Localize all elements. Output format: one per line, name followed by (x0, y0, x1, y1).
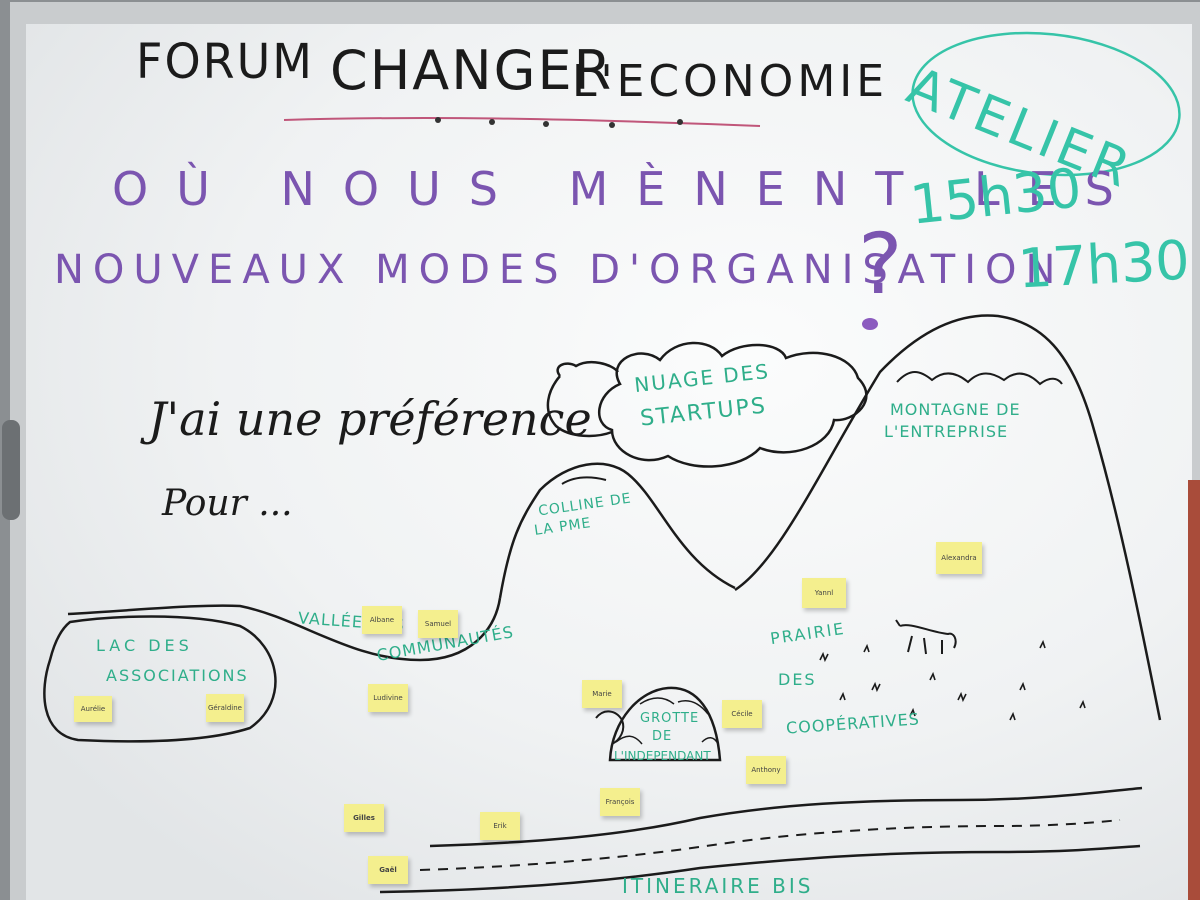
hill-outline (498, 462, 736, 599)
sticky-note-gael: Gaël (368, 856, 408, 884)
lake-outline (43, 615, 277, 743)
preference-line-2: Pour ... (162, 483, 293, 524)
prairie-grass (819, 639, 1086, 721)
hill-top-mark (561, 476, 607, 485)
mountain-label-2: l'entreprise (884, 422, 1009, 441)
question-line-2: nouveaux modes d'organisation (54, 247, 1065, 293)
sticky-note-geraldine: Géraldine (206, 694, 244, 722)
sticky-note-aurelie: Aurélie (74, 696, 112, 722)
underline-dot (489, 119, 495, 125)
underline-dot (435, 117, 441, 123)
question-mark-dot (862, 318, 878, 330)
cave-dinosaur (595, 710, 625, 745)
sticky-note-samuel: Samuel (418, 610, 458, 638)
sticky-note-ludivine: Ludivine (368, 684, 408, 712)
underline-dot (677, 119, 683, 125)
sticky-note-yannl: Yannl (802, 578, 846, 608)
title-word-economie: L'economie (572, 56, 889, 107)
lake-label-2: associations (106, 666, 249, 685)
underline-dot (609, 122, 615, 128)
cave-label-3: l'independant (614, 749, 711, 763)
road-top-edge (429, 786, 1143, 848)
underline-dot (543, 121, 549, 127)
right-edge-shelf (1188, 480, 1200, 900)
sticky-note-francois: François (600, 788, 640, 816)
road-center-dashes (419, 819, 1121, 871)
mountain-outline (734, 314, 1162, 721)
road-bottom-edge (379, 844, 1141, 894)
cave-brick-arches (615, 697, 719, 745)
cloud-outline (597, 341, 868, 468)
sticky-note-albane: Albane (362, 606, 402, 634)
board-left-handle (2, 420, 20, 520)
question-line-1: Où nous mènent les (112, 162, 1142, 216)
road-label: Itineraire bis (622, 874, 814, 898)
board-surface (26, 24, 1192, 900)
cave-label-1: Grotte (640, 711, 700, 726)
sticky-note-marie: Marie (582, 680, 622, 708)
time-1730: 17h30 (1016, 228, 1192, 301)
mountain-snow (896, 371, 1063, 386)
cave-label-2: de (652, 729, 673, 744)
sticky-note-erik: Erik (480, 812, 520, 840)
preference-line-1: J'ai une préférence (148, 392, 592, 446)
atelier-oval (911, 31, 1181, 177)
title-word-forum: Forum (136, 32, 314, 90)
question-mark: ? (858, 215, 903, 313)
valley-ground-line (67, 597, 502, 662)
title-word-changer: Changer (330, 39, 614, 102)
small-cloud-outline (546, 361, 619, 438)
sticky-note-cecile: Cécile (722, 700, 762, 728)
prairie-goat (895, 619, 957, 655)
sticky-note-gilles: Gilles (344, 804, 384, 832)
lake-label-1: Lac des (96, 636, 193, 655)
mountain-label-1: Montagne de (890, 400, 1021, 419)
prairie-label-2: des (778, 670, 817, 689)
cave-dome (608, 686, 722, 762)
sticky-note-anthony: Anthony (746, 756, 786, 784)
sticky-note-alexandra: Alexandra (936, 542, 982, 574)
